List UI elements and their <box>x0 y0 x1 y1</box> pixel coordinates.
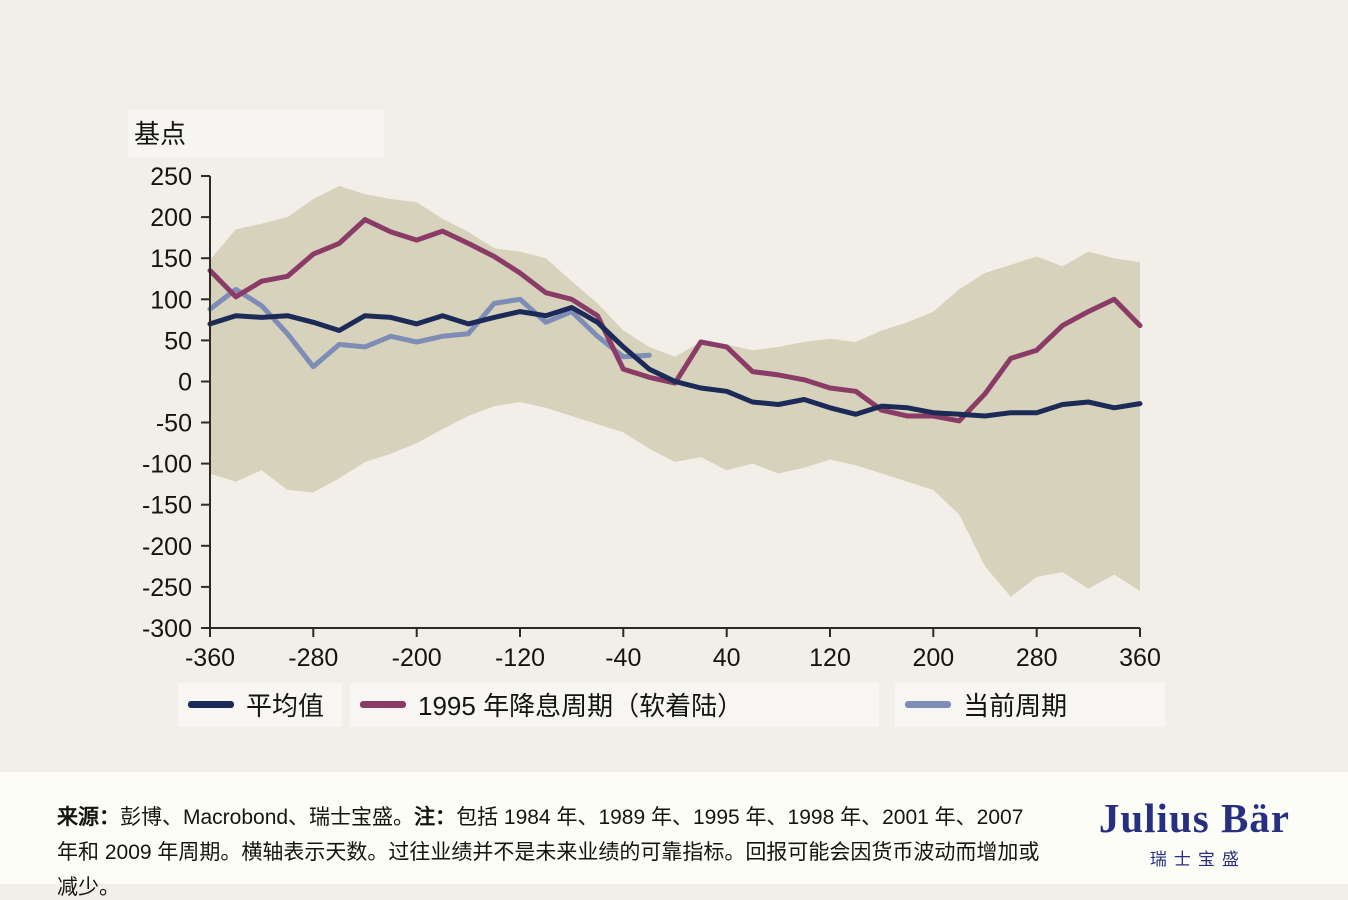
note-label: 注： <box>414 806 457 829</box>
line-chart-svg: 250 200 150 100 50 0 -50 -100 -150 -200 -250 -300-3… <box>142 163 1161 672</box>
svg-text:200: 200 <box>150 204 192 232</box>
svg-text:-150: -150 <box>142 492 192 520</box>
svg-text:-250: -250 <box>142 574 192 602</box>
svg-text:-40: -40 <box>605 644 641 672</box>
legend-label-1995-cycle: 1995 年降息周期（软着陆） <box>418 690 744 721</box>
julius-baer-logo: Julius Bär 瑞士宝盛 <box>1099 794 1290 870</box>
source-label: 来源： <box>57 806 120 829</box>
svg-text:150: 150 <box>150 245 192 273</box>
legend-swatch-average <box>188 700 234 708</box>
svg-text:250: 250 <box>150 163 192 191</box>
source-note: 来源：彭博、Macrobond、瑞士宝盛。注：包括 1984 年、1989 年、… <box>57 800 1049 900</box>
legend-swatch-1995-cycle <box>360 700 407 708</box>
svg-text:360: 360 <box>1119 644 1161 672</box>
svg-text:40: 40 <box>713 644 741 672</box>
svg-text:-50: -50 <box>156 410 192 438</box>
source-text: 彭博、Macrobond、瑞士宝盛。 <box>120 806 415 829</box>
chart-legend: 平均值 1995 年降息周期（软着陆） 当前周期 <box>178 683 1166 727</box>
footer: 来源：彭博、Macrobond、瑞士宝盛。注：包括 1984 年、1989 年、… <box>0 772 1348 899</box>
legend-label-average: 平均值 <box>246 690 325 721</box>
svg-text:200: 200 <box>912 644 954 672</box>
legend-item-current-cycle: 当前周期 <box>895 683 1166 727</box>
svg-text:120: 120 <box>809 644 851 672</box>
svg-text:-200: -200 <box>142 533 192 561</box>
legend-label-current-cycle: 当前周期 <box>963 690 1068 721</box>
svg-text:50: 50 <box>164 327 192 355</box>
legend-swatch-current-cycle <box>905 700 952 708</box>
svg-text:100: 100 <box>150 286 192 314</box>
note-text: 包括 1984 年、1989 年、1995 年、1998 年、2001 年、20… <box>57 806 1040 899</box>
svg-text:-280: -280 <box>288 644 338 672</box>
svg-text:-200: -200 <box>392 644 442 672</box>
logo-chinese-name: 瑞士宝盛 <box>1149 850 1246 869</box>
svg-text:-100: -100 <box>142 451 192 479</box>
y-axis-unit-label: 基点 <box>128 110 384 158</box>
legend-item-average: 平均值 <box>178 683 343 727</box>
svg-text:0: 0 <box>178 369 192 397</box>
svg-text:-300: -300 <box>142 615 192 643</box>
svg-text:-360: -360 <box>185 644 235 672</box>
svg-text:-120: -120 <box>495 644 545 672</box>
svg-text:280: 280 <box>1016 644 1058 672</box>
logo-wordmark: Julius Bär <box>1098 795 1290 841</box>
legend-item-1995-cycle: 1995 年降息周期（软着陆） <box>350 683 880 727</box>
